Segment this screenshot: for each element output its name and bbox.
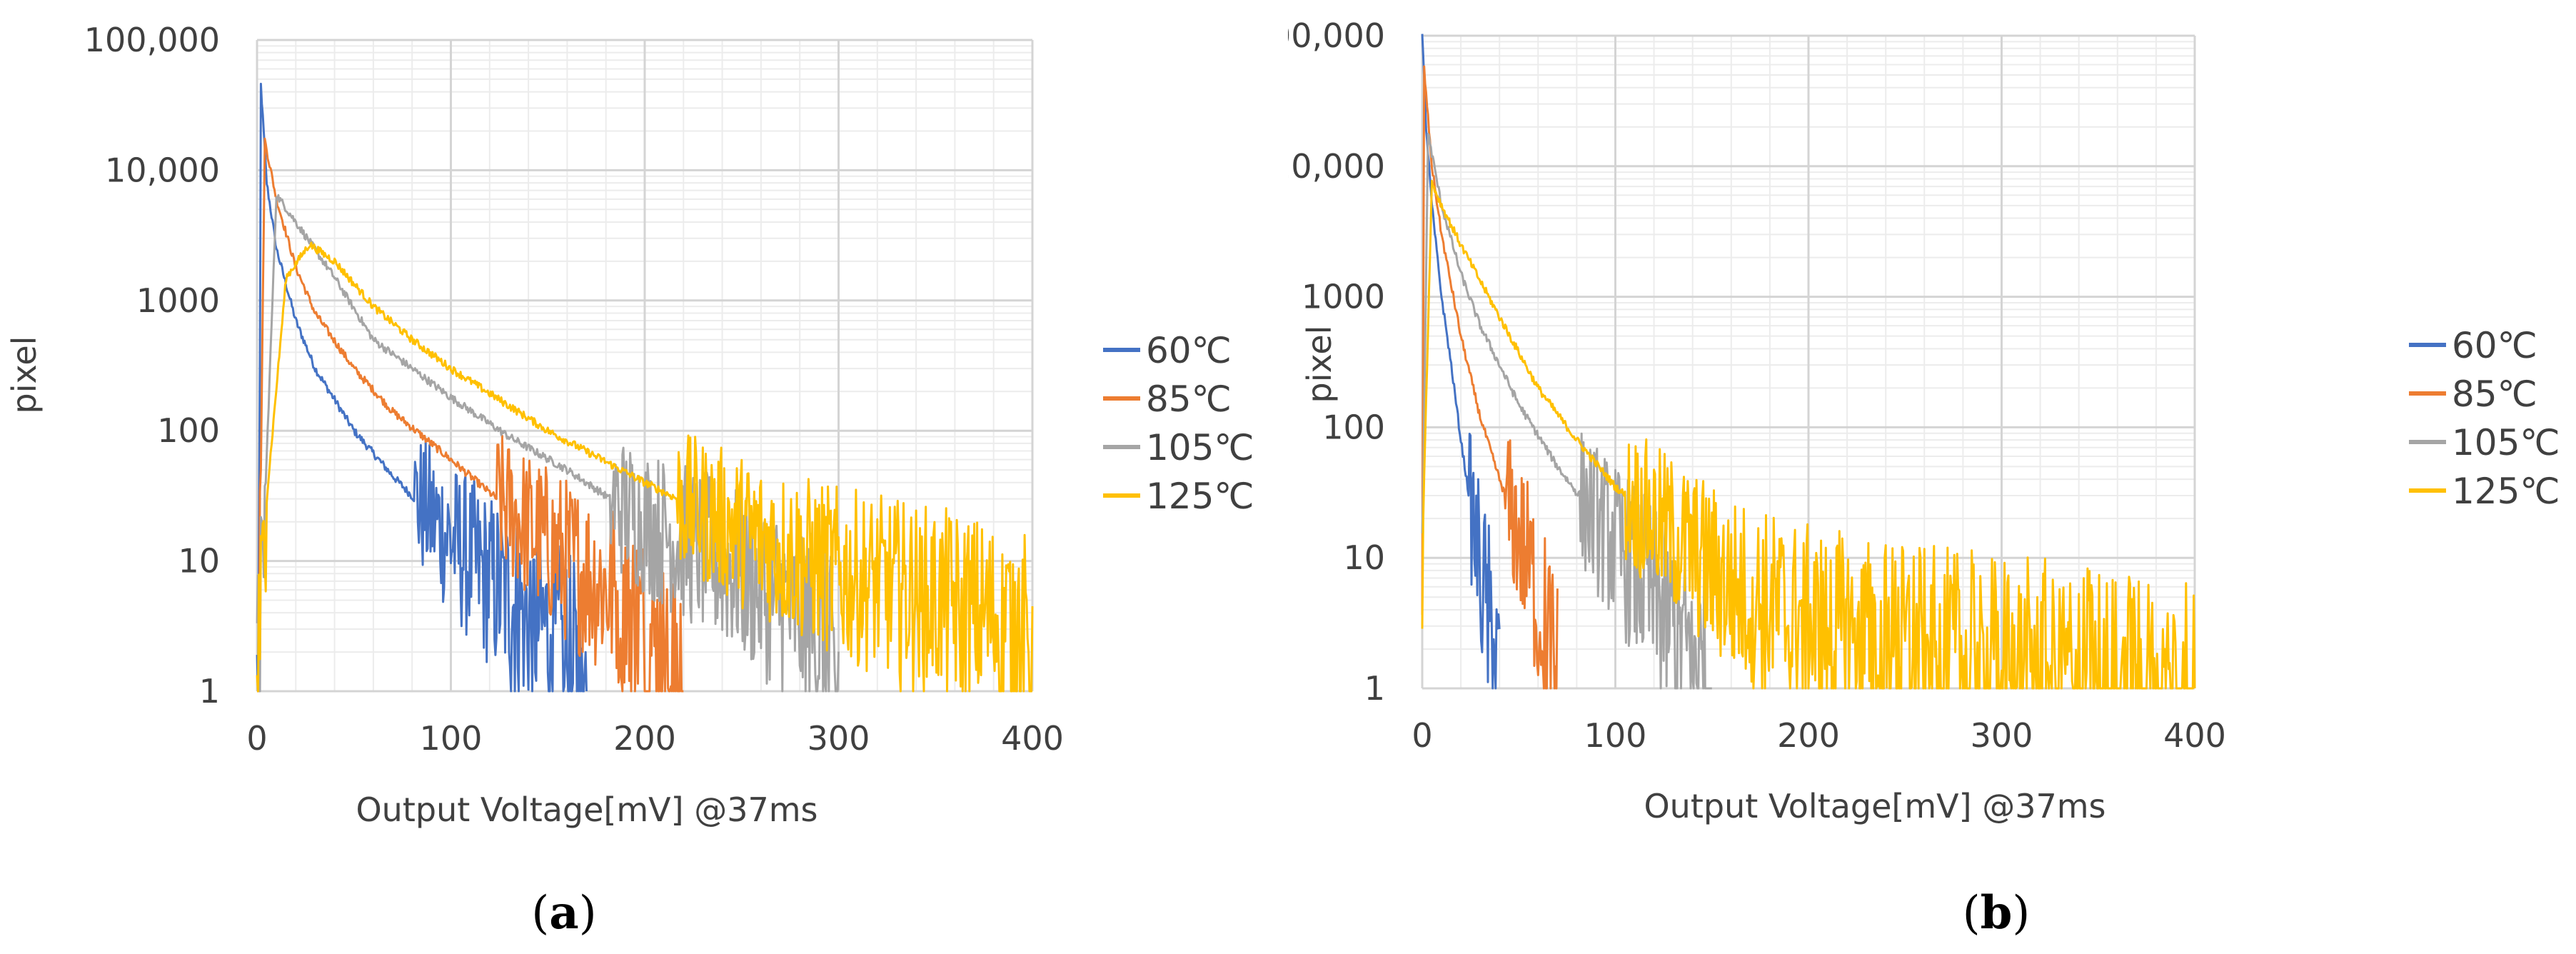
y-tick-label-b: 1 (1364, 669, 1385, 708)
y-tick-label-a: 10,000 (105, 151, 220, 189)
x-tick-label-b: 0 (1412, 716, 1432, 755)
y-tick-label-b: 100,000 (1288, 16, 1385, 55)
x-tick-label-a: 0 (246, 719, 267, 758)
series-lines-a (256, 82, 1034, 693)
legend-label-a: 60℃ (1146, 330, 1232, 371)
legend-label-a: 85℃ (1146, 378, 1232, 420)
y-tick-labels-b: 1 10 100 1000 10,000 100,000 (1288, 16, 1385, 708)
series-lines-b (1421, 34, 2196, 690)
series-line-a (256, 241, 1034, 693)
legend-label-b: 85℃ (2452, 373, 2537, 415)
chart-a-canvas: 1 10 100 1000 10,000 100,000 0 100 200 300 400 pi… (5, 21, 1254, 940)
series-line-b (1421, 65, 1559, 690)
x-tick-label-a: 200 (613, 719, 676, 758)
series-line-a (256, 82, 588, 693)
y-tick-label-b: 1000 (1302, 278, 1385, 316)
x-axis-title-a: Output Voltage[mV] @37ms (356, 790, 817, 829)
y-axis-title-b: pixel (1300, 326, 1339, 403)
panel-label-b: (b) (1963, 886, 2031, 940)
y-tick-label-a: 1 (199, 672, 220, 711)
x-axis-title-b: Output Voltage[mV] @37ms (1644, 787, 2105, 825)
panel-label-b-letter: b (1981, 886, 2013, 940)
legend-label-b: 105℃ (2452, 422, 2560, 463)
y-tick-label-a: 1000 (136, 281, 220, 320)
panel-label-a: (a) (531, 886, 596, 940)
x-tick-label-a: 100 (420, 719, 483, 758)
x-tick-label-a: 400 (1001, 719, 1064, 758)
legend-label-a: 125℃ (1146, 476, 1254, 517)
panel-label-a-letter: a (549, 886, 578, 940)
legend-label-b: 125℃ (2452, 471, 2560, 512)
y-tick-labels-a: 1 10 100 1000 10,000 100,000 (84, 21, 220, 711)
x-tick-labels-b: 0 100 200 300 400 (1412, 716, 2226, 755)
x-tick-labels-a: 0 100 200 300 400 (246, 719, 1064, 758)
y-axis-title-a: pixel (5, 336, 44, 414)
legend-label-a: 105℃ (1146, 427, 1254, 468)
y-tick-label-b: 100 (1322, 408, 1385, 446)
series-line-b (1421, 133, 1712, 690)
series-line-b (1421, 179, 2196, 690)
x-tick-label-b: 300 (1971, 716, 2033, 755)
x-tick-label-b: 100 (1584, 716, 1647, 755)
legend-b: 60℃ 85℃ 105℃ 125℃ (2409, 325, 2560, 512)
chart-b-canvas: 1 10 100 1000 10,000 100,000 0 100 200 300 400 pi… (1288, 0, 2576, 954)
x-tick-label-b: 200 (1777, 716, 1840, 755)
x-tick-label-a: 300 (807, 719, 870, 758)
chart-panel-b: 1 10 100 1000 10,000 100,000 0 100 200 300 400 pi… (1288, 0, 2576, 954)
legend-a: 60℃ 85℃ 105℃ 125℃ (1103, 330, 1254, 517)
y-tick-label-b: 10 (1343, 538, 1385, 577)
x-tick-label-b: 400 (2163, 716, 2226, 755)
chart-panel-a: 1 10 100 1000 10,000 100,000 0 100 200 300 400 pi… (5, 21, 1254, 940)
y-tick-label-b: 10,000 (1288, 147, 1385, 186)
y-tick-label-a: 100,000 (84, 21, 220, 59)
y-tick-label-a: 10 (178, 542, 220, 581)
series-line-a (256, 137, 684, 693)
legend-label-b: 60℃ (2452, 325, 2537, 366)
series-line-b (1421, 34, 1501, 690)
y-tick-label-a: 100 (157, 411, 220, 450)
